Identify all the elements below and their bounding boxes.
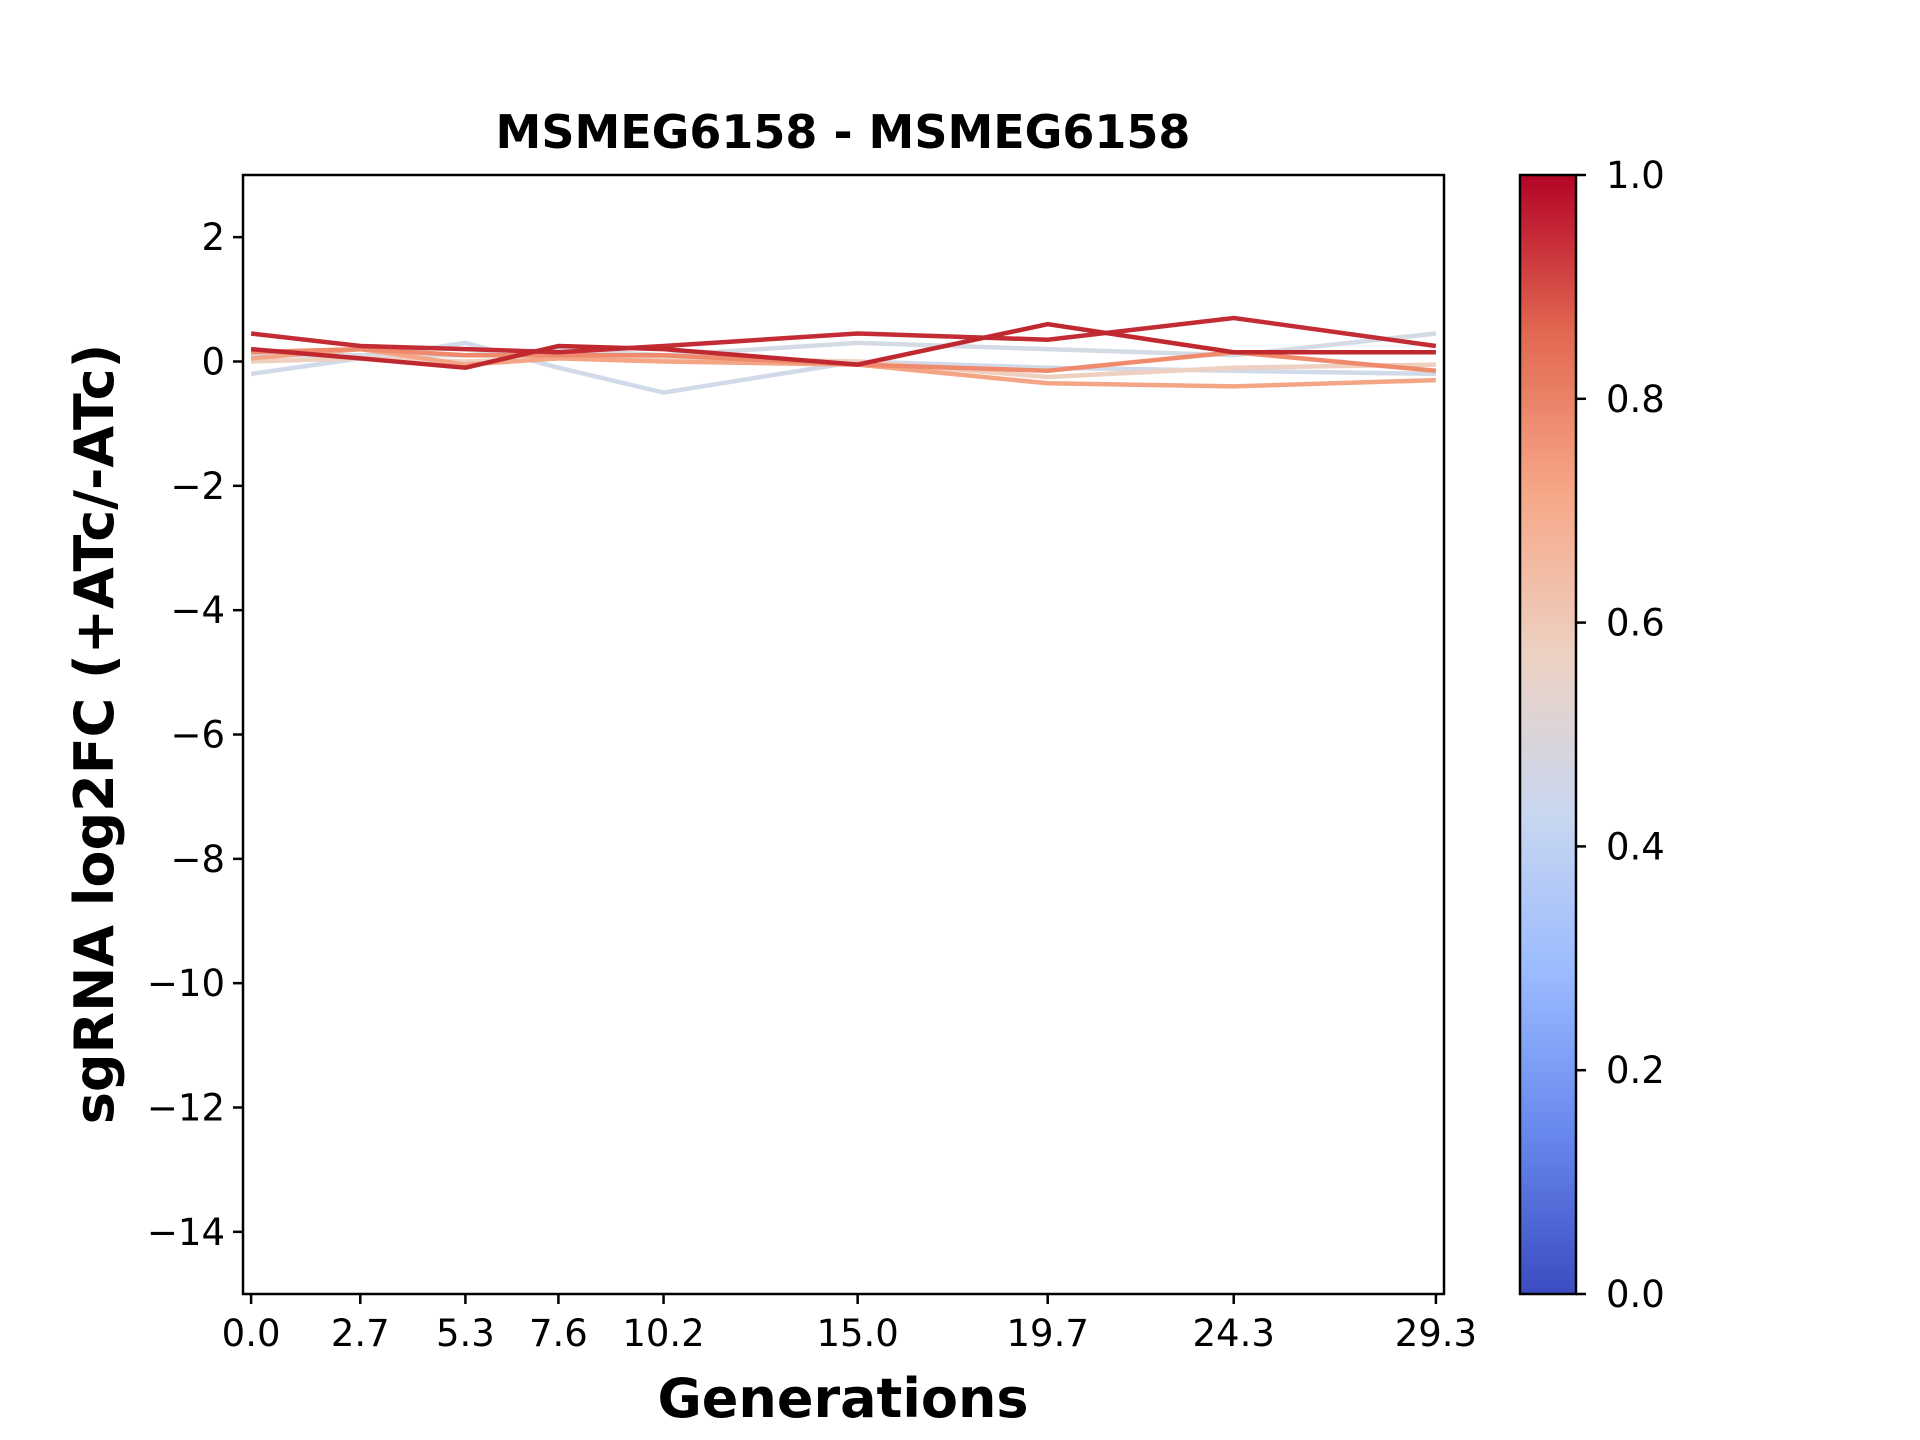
x-tick-label: 7.6 xyxy=(529,1312,588,1355)
y-tick-label: 2 xyxy=(201,216,225,259)
y-tick-label: −14 xyxy=(147,1211,225,1254)
series-line-7 xyxy=(250,321,1436,370)
series-line-6 xyxy=(250,315,1437,355)
y-tick-label: −2 xyxy=(170,465,225,508)
x-tick-label: 15.0 xyxy=(816,1312,898,1355)
y-tick-label: −8 xyxy=(170,838,225,881)
x-tick-label: 2.7 xyxy=(331,1312,390,1355)
colorbar-tick-label: 0.8 xyxy=(1606,378,1665,421)
series-line-4 xyxy=(250,346,1436,389)
x-tick-label: 10.2 xyxy=(622,1312,704,1355)
y-tick-label: −6 xyxy=(170,714,225,757)
colorbar-tick-label: 0.6 xyxy=(1606,602,1665,645)
chart-title: MSMEG6158 - MSMEG6158 xyxy=(496,105,1191,159)
colorbar-axis: 0.0 0.2 0.4 0.6 0.8 1.0 xyxy=(1576,154,1665,1316)
colorbar-tick-label: 0.0 xyxy=(1606,1273,1665,1316)
y-tick-label: −10 xyxy=(147,962,225,1005)
x-tick-label: 0.0 xyxy=(222,1312,281,1355)
y-axis: 2 0 −2 −4 −6 −8 −10 −12 −14 xyxy=(147,216,243,1254)
x-axis-label: Generations xyxy=(657,1367,1028,1430)
series-layer xyxy=(250,315,1437,395)
y-tick-label: 0 xyxy=(201,341,225,384)
colorbar xyxy=(1518,173,1578,1296)
x-tick-label: 19.7 xyxy=(1007,1312,1089,1355)
x-tick-label: 5.3 xyxy=(436,1312,495,1355)
series-line-5 xyxy=(251,346,1437,374)
x-axis: 0.0 2.7 5.3 7.6 10.2 15.0 19.7 24.3 29.3 xyxy=(222,1294,1477,1355)
y-axis-label: sgRNA log2FC (+ATc/-ATc) xyxy=(63,344,126,1125)
x-tick-label: 24.3 xyxy=(1193,1312,1275,1355)
colorbar-tick-label: 0.2 xyxy=(1606,1049,1665,1092)
y-tick-label: −12 xyxy=(147,1087,225,1130)
colorbar-tick-label: 1.0 xyxy=(1606,154,1665,197)
colorbar-tick-label: 0.4 xyxy=(1606,825,1665,868)
y-tick-label: −4 xyxy=(170,589,225,632)
x-tick-label: 29.3 xyxy=(1395,1312,1477,1355)
